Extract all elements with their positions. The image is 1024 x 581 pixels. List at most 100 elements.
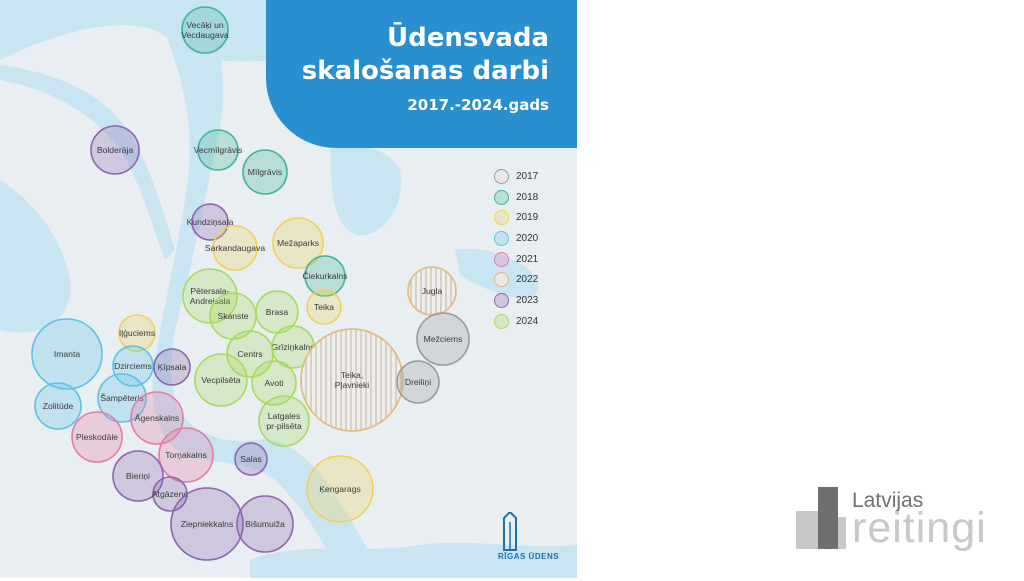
bubble-pleskodale (71, 411, 123, 463)
legend-label: 2020 (516, 232, 539, 244)
bubble-bierini (112, 450, 164, 502)
lake-kisezers (330, 146, 401, 236)
label-grizinkalns: Grīziņkalns (272, 342, 315, 352)
label-dzirciems: Dzirciems (114, 361, 152, 371)
rigas-udens-logo: RĪGAS ŪDENS (498, 552, 560, 561)
bubble-imanta (31, 318, 103, 390)
label-teika-plavnieki: Teika, Pļavnieki (335, 370, 369, 390)
bubble-bisumuiza (236, 495, 294, 553)
year-legend: 2017 2018 2019 2020 2021 2022 2023 2024 (494, 166, 574, 332)
legend-item-2019: 2019 (494, 207, 574, 228)
bubble-avoti (251, 360, 297, 406)
river-south (250, 542, 577, 578)
bubble-kengarags (306, 455, 374, 523)
label-dreilini: Dreiliņi (405, 377, 431, 387)
bubble-mezciems (416, 312, 470, 366)
bubble-bolderaja (90, 125, 140, 175)
label-teika: Teika (314, 302, 334, 312)
legend-item-2017: 2017 (494, 166, 574, 187)
label-bolderaja: Bolderāja (97, 145, 134, 155)
legend-item-2018: 2018 (494, 187, 574, 208)
bubble-milgravis (242, 149, 288, 195)
label-vecaki-un-vecdaugava: Vecāķi un Vecdaugava (181, 20, 229, 40)
legend-label: 2019 (516, 212, 539, 224)
label-kipsala: Ķīpsala (158, 362, 187, 372)
bubble-ciekurkalns (304, 255, 346, 297)
title-line-2: skalošanas darbi (301, 56, 549, 86)
label-atgazene: Atgāzene (152, 489, 189, 499)
bubble-teika-plavnieki (300, 328, 404, 432)
bubble-agenskalns (130, 391, 184, 445)
bubble-vecmilgravis (197, 129, 239, 171)
label-pleskodale: Pleskodāle (76, 432, 118, 442)
legend-label: 2024 (516, 315, 539, 327)
bubble-tornakalns (158, 427, 214, 483)
legend-item-2022: 2022 (494, 269, 574, 290)
legend-swatch (494, 272, 509, 288)
bubble-vecaki-un-vecdaugava (181, 6, 229, 54)
legend-swatch (494, 210, 509, 226)
legend-swatch (494, 230, 509, 246)
label-sarkandaugava: Sarkandaugava (205, 243, 265, 253)
label-sampeteris: Šampēteris (100, 393, 143, 403)
bubble-petersala-andrejsala (182, 268, 238, 324)
label-centrs: Centrs (237, 349, 262, 359)
label-tornakalns: Torņakalns (165, 450, 207, 460)
label-milgravis: Mīlgrāvis (248, 167, 282, 177)
label-agenskalns: Āgenskalns (135, 413, 179, 423)
legend-item-2024: 2024 (494, 311, 574, 332)
label-imanta: Imanta (54, 349, 80, 359)
title-box: Ūdensvada skalošanas darbi 2017.-2024.ga… (266, 0, 577, 148)
legend-swatch (494, 292, 509, 308)
label-kengarags: Ķengarags (319, 484, 361, 494)
label-avoti: Avoti (265, 378, 284, 388)
legend-swatch (494, 251, 509, 267)
legend-swatch (494, 168, 509, 184)
bubble-zolitude (34, 382, 82, 430)
bay-left (0, 180, 71, 333)
page-title: Ūdensvada skalošanas darbi (279, 22, 549, 88)
bubble-kipsala (153, 348, 191, 386)
label-brasa: Brasa (266, 307, 289, 317)
latvijas-reitingi-logo-icon (796, 487, 846, 549)
legend-item-2020: 2020 (494, 228, 574, 249)
river-branch (0, 65, 175, 260)
watermark-line-1: Latvijas (852, 489, 924, 512)
label-petersala-andrejsala: Pētersala-Andrejsala (190, 286, 231, 306)
legend-label: 2021 (516, 253, 539, 265)
legend-item-2023: 2023 (494, 290, 574, 311)
label-kundzinsala: Kundziņsala (187, 217, 234, 227)
label-bierini: Bieriņi (126, 471, 150, 481)
label-mezciems: Mežciems (424, 334, 463, 344)
water-drop-logo-icon (503, 512, 517, 551)
label-vecpilseta: Vecpilsēta (201, 375, 240, 385)
legend-swatch (494, 189, 509, 205)
legend-label: 2017 (516, 170, 539, 182)
bubble-sarkandaugava (212, 225, 258, 271)
bubble-ziepniekkalns (170, 487, 244, 561)
bubble-vecpilseta (194, 353, 248, 407)
map-panel: Vecāķi un Vecdaugava Bolderāja Vecmīlgrāvis… (0, 0, 577, 578)
sea (0, 0, 300, 62)
bubble-dreilini (396, 360, 440, 404)
label-bisumuiza: Bišumuiža (245, 519, 285, 529)
bubble-mezaparks (272, 217, 324, 269)
legend-label: 2018 (516, 191, 539, 203)
bubble-kundzinsala (191, 203, 229, 241)
bubble-dzirciems (112, 345, 154, 387)
label-zolitude: Zolitūde (43, 401, 74, 411)
legend-item-2021: 2021 (494, 249, 574, 270)
latvijas-reitingi-watermark: Latvijas reitingi (796, 487, 1006, 557)
bubble-latgales-pr-pilseta (258, 395, 310, 447)
legend-label: 2022 (516, 274, 539, 286)
district-bubbles: Vecāķi un Vecdaugava Bolderāja Vecmīlgrāvis… (31, 6, 470, 561)
watermark-line-2: reitingi (852, 504, 987, 552)
legend-swatch (494, 313, 509, 329)
bubble-salas (234, 442, 268, 476)
label-ziepniekkalns: Ziepniekkalns (181, 519, 234, 529)
label-jugla: Jugla (422, 286, 443, 296)
label-salas: Salas (240, 454, 262, 464)
title-subtitle: 2017.-2024.gads (407, 96, 549, 114)
label-latgales-pr-pilseta: Latgales pr-pilsēta (266, 411, 302, 431)
label-vecmilgravis: Vecmīlgrāvis (194, 145, 243, 155)
